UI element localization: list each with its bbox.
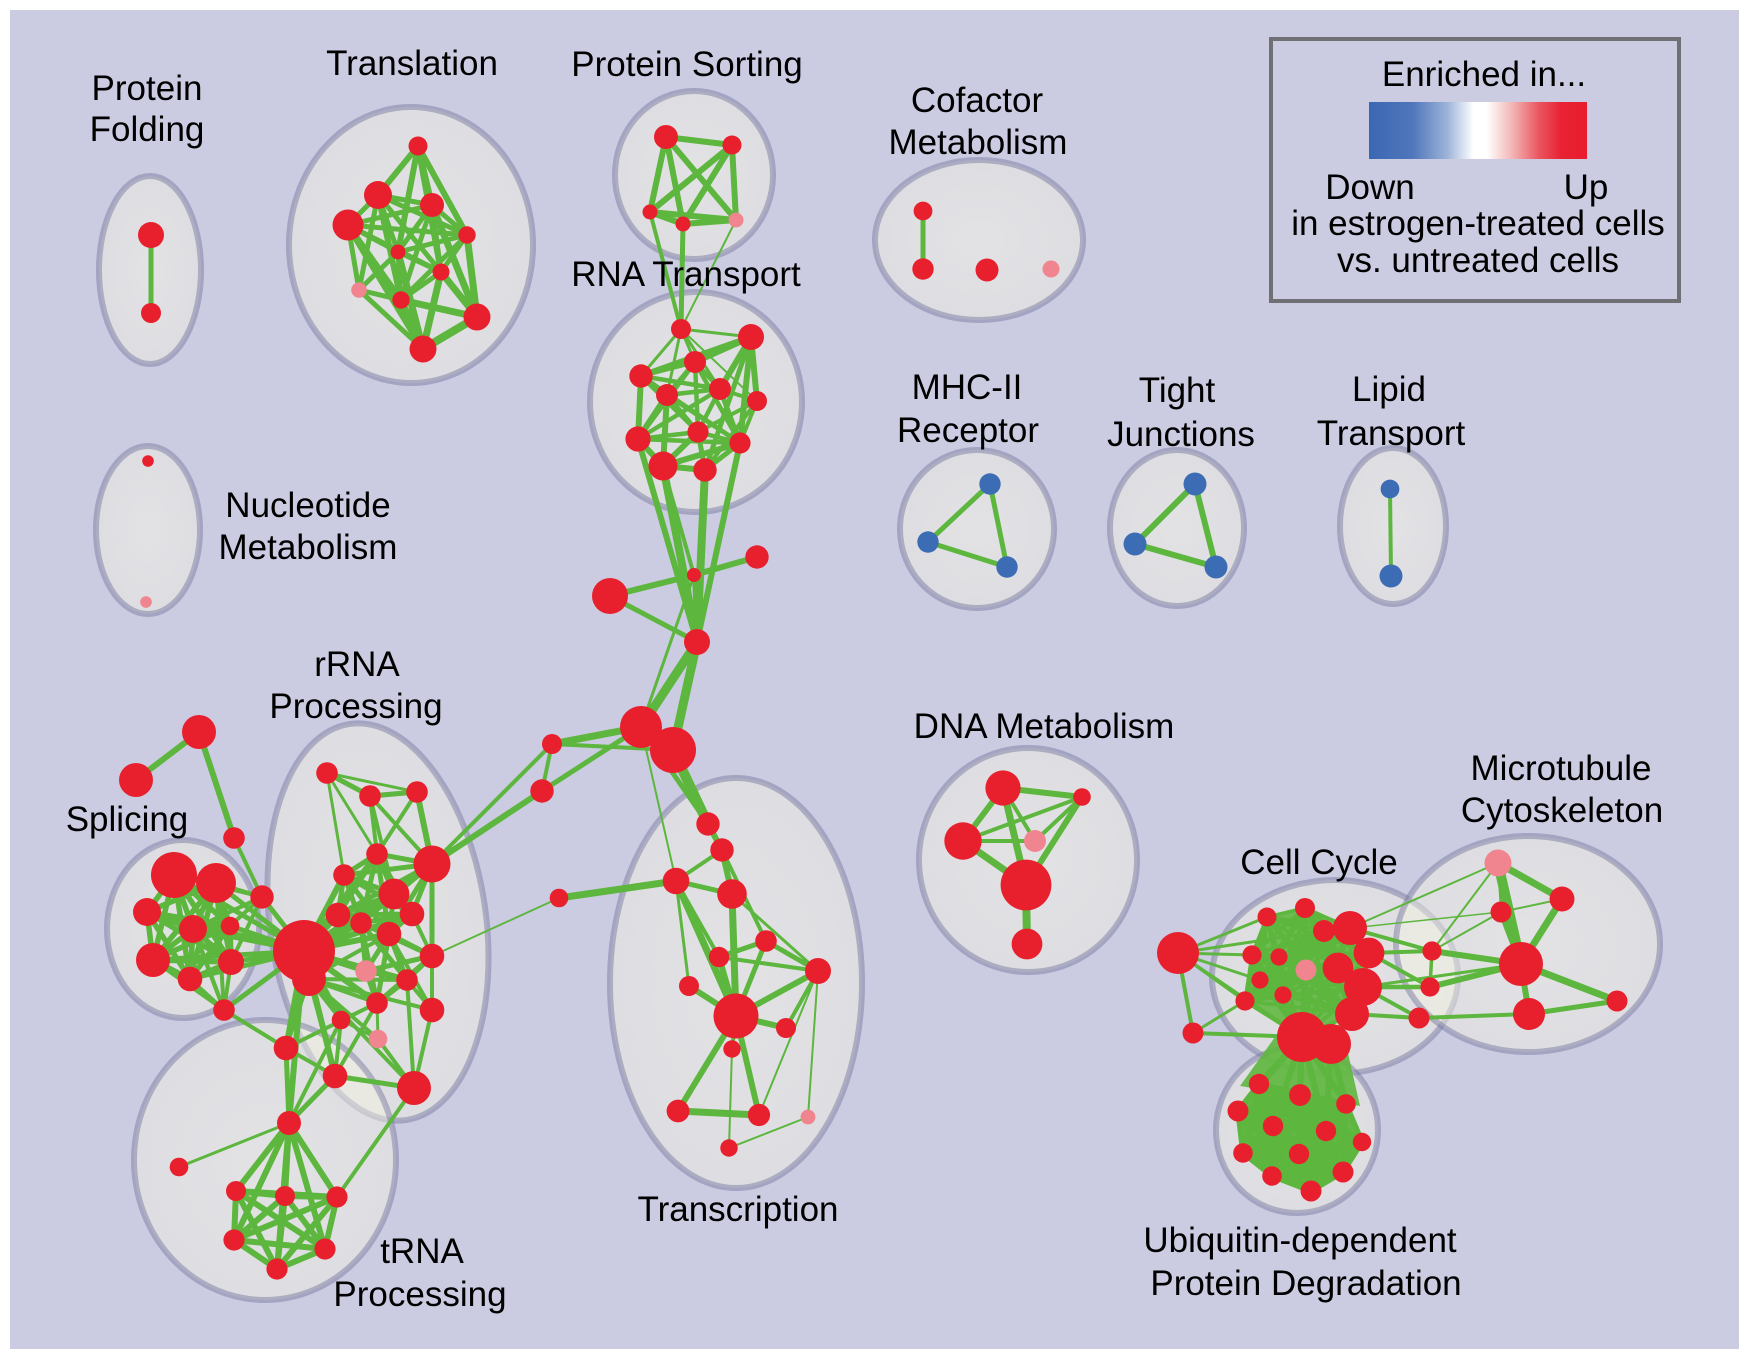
svg-text:MHC-II: MHC-II	[912, 368, 1023, 407]
svg-text:Transcription: Transcription	[638, 1190, 839, 1229]
svg-text:RNA Transport: RNA Transport	[571, 255, 801, 294]
svg-text:Translation: Translation	[326, 44, 498, 83]
svg-text:Protein Degradation: Protein Degradation	[1150, 1264, 1461, 1303]
svg-text:rRNA: rRNA	[314, 645, 400, 684]
svg-text:Microtubule: Microtubule	[1471, 749, 1652, 788]
svg-text:Down: Down	[1325, 168, 1414, 207]
svg-text:Enriched in...: Enriched in...	[1382, 55, 1586, 94]
svg-text:Cofactor: Cofactor	[911, 81, 1044, 120]
svg-text:Metabolism: Metabolism	[889, 123, 1068, 162]
svg-text:Up: Up	[1564, 168, 1609, 207]
svg-text:Tight: Tight	[1139, 371, 1216, 410]
svg-text:Junctions: Junctions	[1107, 415, 1255, 454]
svg-text:Receptor: Receptor	[897, 411, 1039, 450]
svg-text:Folding: Folding	[90, 110, 205, 149]
svg-text:Ubiquitin-dependent: Ubiquitin-dependent	[1143, 1221, 1457, 1260]
svg-text:Nucleotide: Nucleotide	[225, 486, 390, 525]
svg-text:Cell Cycle: Cell Cycle	[1240, 843, 1398, 882]
svg-text:tRNA: tRNA	[380, 1232, 464, 1271]
svg-text:Transport: Transport	[1317, 414, 1466, 453]
svg-text:in estrogen-treated cells: in estrogen-treated cells	[1291, 204, 1665, 243]
svg-text:Protein Sorting: Protein Sorting	[571, 45, 803, 84]
svg-text:Lipid: Lipid	[1352, 370, 1426, 409]
svg-text:Protein: Protein	[92, 69, 203, 108]
svg-text:Cytoskeleton: Cytoskeleton	[1461, 791, 1663, 830]
svg-text:Splicing: Splicing	[66, 800, 189, 839]
svg-text:Processing: Processing	[269, 687, 442, 726]
svg-text:DNA Metabolism: DNA Metabolism	[914, 707, 1175, 746]
svg-text:Processing: Processing	[333, 1275, 506, 1314]
svg-text:vs. untreated cells: vs. untreated cells	[1337, 241, 1619, 280]
svg-text:Metabolism: Metabolism	[219, 528, 398, 567]
